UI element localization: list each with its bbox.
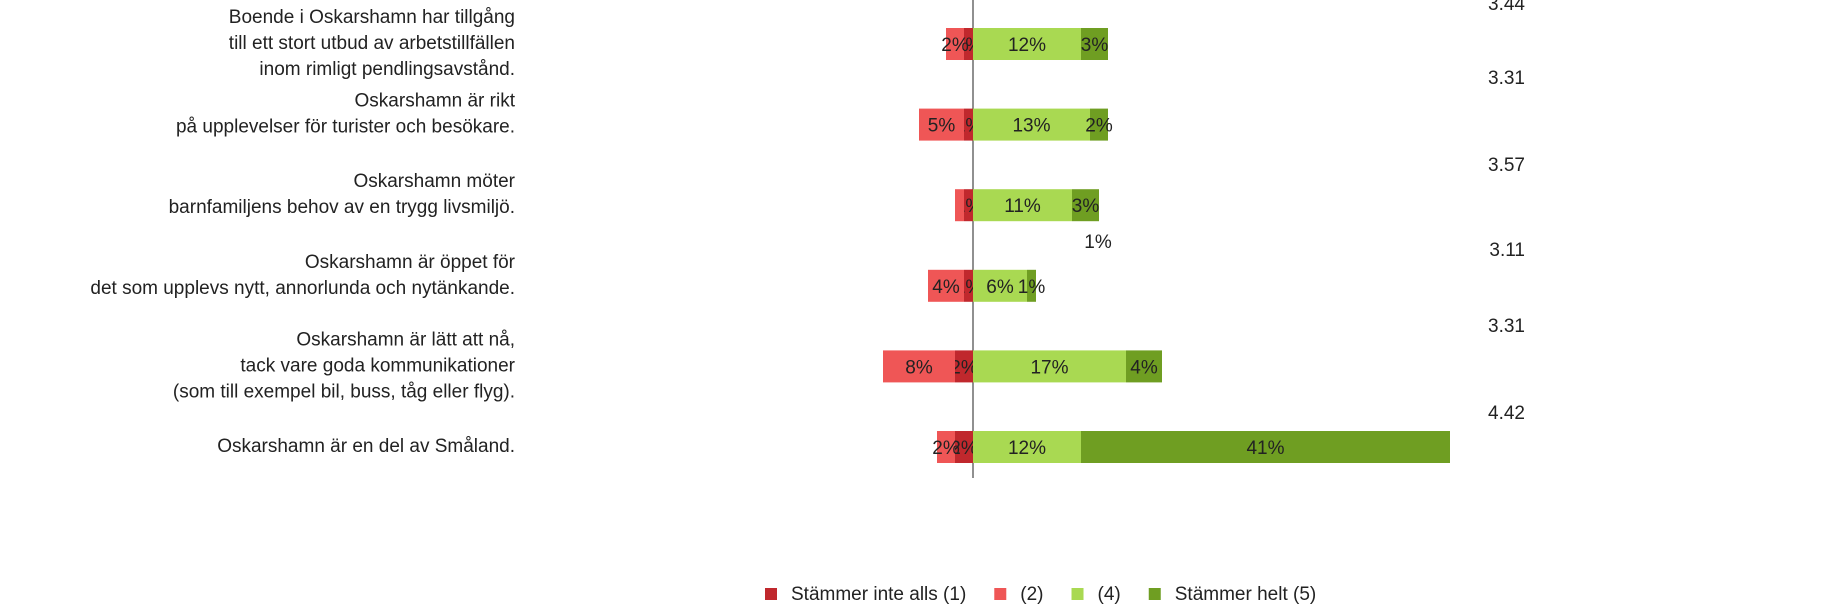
legend-label: Stämmer helt (5) <box>1175 584 1316 605</box>
value-label: 12% <box>1008 35 1046 56</box>
mean-label: 3.11 <box>1489 240 1525 261</box>
bar-segment <box>928 269 964 302</box>
legend-swatch <box>765 588 777 600</box>
annotation: 1% <box>1084 232 1112 253</box>
legend-swatch <box>994 588 1007 600</box>
category-label: Oskarshamn är lätt att nå, <box>296 329 515 350</box>
bar-segment <box>955 350 973 383</box>
value-label: 2% <box>1085 116 1113 137</box>
bar-segment <box>883 350 955 383</box>
legend-label: (4) <box>1098 584 1121 605</box>
value-label: 1% <box>1018 277 1046 298</box>
category-label: Oskarshamn är öppet för <box>305 252 516 273</box>
legend-label: Stämmer inte alls (1) <box>791 584 966 605</box>
bar-segment <box>964 189 973 222</box>
category-label: Oskarshamn är rikt <box>355 91 516 112</box>
bar-segment <box>937 431 955 463</box>
category-label: till ett stort utbud av arbetstillfällen <box>229 33 515 54</box>
category-label: inom rimligt pendlingsavstånd. <box>259 59 515 80</box>
category-label: tack vare goda kommunikationer <box>240 355 515 376</box>
bar-segment <box>973 108 1090 141</box>
value-label: 2% <box>950 357 978 378</box>
bar-segment <box>1027 269 1036 302</box>
value-label: 8% <box>905 357 933 378</box>
mean-label: 3.57 <box>1488 155 1525 176</box>
value-label: 3% <box>1081 35 1109 56</box>
value-label: 41% <box>1246 438 1284 459</box>
legend-swatch <box>1071 588 1084 600</box>
bar-segment <box>973 189 1072 222</box>
value-label: 2% <box>941 35 969 56</box>
bar-segment <box>1126 350 1162 383</box>
bar-segment <box>964 28 973 60</box>
value-label: 17% <box>1030 357 1068 378</box>
bar-segment <box>973 431 1081 463</box>
bar-segment <box>1081 431 1450 463</box>
mean-label: 3.44 <box>1488 0 1525 15</box>
bar-segment <box>964 108 973 141</box>
value-label: 12% <box>1008 438 1046 459</box>
value-label: 3% <box>1072 196 1100 217</box>
bar-segment <box>964 269 973 302</box>
category-label: Oskarshamn är en del av Småland. <box>217 436 515 457</box>
category-label: på upplevelser för turister och besökare… <box>176 117 515 138</box>
value-label: 2% <box>950 438 978 459</box>
mean-label: 3.31 <box>1488 316 1525 337</box>
value-label: 11% <box>1004 196 1041 217</box>
value-label: 5% <box>928 116 956 137</box>
category-label: Oskarshamn möter <box>353 171 515 192</box>
value-label: 4% <box>1130 357 1158 378</box>
category-label: det som upplevs nytt, annorlunda och nyt… <box>90 278 515 299</box>
bar-segment <box>973 350 1126 383</box>
category-label: (som till exempel bil, buss, tåg eller f… <box>173 381 515 402</box>
bar-segment <box>1081 28 1108 60</box>
category-label: Boende i Oskarshamn har tillgång <box>229 7 515 28</box>
value-label: 2% <box>932 438 960 459</box>
category-label: barnfamiljens behov av en trygg livsmilj… <box>169 197 515 218</box>
bar-segment <box>973 28 1081 60</box>
bar-segment <box>919 108 964 141</box>
bar-segment <box>955 431 973 463</box>
bar-segment <box>973 269 1027 302</box>
value-label: 6% <box>986 277 1014 298</box>
mean-label: 4.42 <box>1488 403 1525 424</box>
bar-segment <box>955 189 964 222</box>
bar-segment <box>1072 189 1099 222</box>
legend-swatch <box>1148 588 1161 600</box>
mean-label: 3.31 <box>1488 68 1525 89</box>
value-label: 13% <box>1012 116 1050 137</box>
bar-segment <box>1090 108 1108 141</box>
legend-label: (2) <box>1020 584 1043 605</box>
value-label: 4% <box>932 277 960 298</box>
bar-segment <box>946 28 964 60</box>
